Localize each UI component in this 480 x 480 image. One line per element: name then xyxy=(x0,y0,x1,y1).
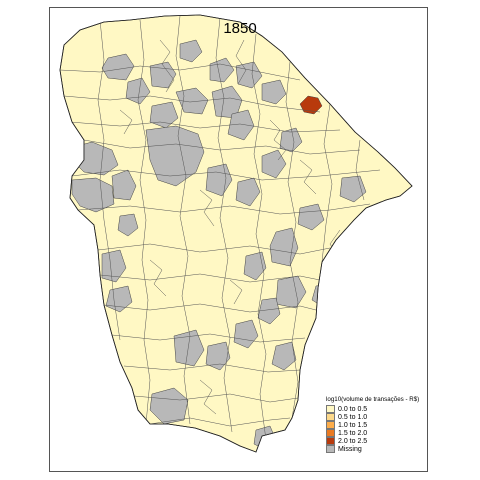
legend-title: log10(volume de transações - R$) xyxy=(326,396,420,403)
municipality-missing xyxy=(297,203,325,231)
municipality-missing xyxy=(205,341,231,371)
legend-item: 1.0 to 1.5 xyxy=(326,421,426,429)
municipality-missing xyxy=(111,169,137,201)
legend-label: 2.0 to 2.5 xyxy=(338,437,368,445)
legend-swatch xyxy=(326,421,335,429)
municipality-missing xyxy=(261,79,287,105)
legend-label: 0.5 to 1.0 xyxy=(338,413,368,421)
municipality-missing xyxy=(271,341,297,371)
municipality-missing xyxy=(145,125,205,187)
municipality-missing xyxy=(235,177,261,207)
municipality-missing xyxy=(243,251,267,281)
municipality-missing xyxy=(211,85,243,119)
municipality-missing xyxy=(179,39,203,63)
municipality-missing xyxy=(149,61,177,89)
municipality-highlight xyxy=(299,95,323,115)
legend-item: 2.0 to 2.5 xyxy=(326,437,426,445)
legend-label: Missing xyxy=(338,445,362,453)
municipality-missing xyxy=(205,163,233,197)
legend-item: 0.0 to 0.5 xyxy=(326,405,426,413)
municipality-missing xyxy=(101,249,127,283)
legend-items: 0.0 to 0.5 0.5 to 1.0 1.0 to 1.5 1.5 to 2.0… xyxy=(326,405,426,453)
municipality-missing xyxy=(227,109,255,141)
municipal-boundaries xyxy=(60,15,381,441)
legend: log10(volume de transações - R$) 0.0 to … xyxy=(326,396,426,453)
legend-label: 1.5 to 2.0 xyxy=(338,429,368,437)
municipality-missing xyxy=(149,387,189,425)
municipality-missing xyxy=(233,319,259,349)
legend-label: 1.0 to 1.5 xyxy=(338,421,368,429)
legend-item: 0.5 to 1.0 xyxy=(326,413,426,421)
legend-label: 0.0 to 0.5 xyxy=(338,405,368,413)
municipality-missing xyxy=(261,149,287,179)
legend-swatch xyxy=(326,445,335,453)
legend-item: Missing xyxy=(326,445,426,453)
municipality-missing xyxy=(105,285,133,313)
municipality-missing xyxy=(101,53,135,81)
municipality-missing xyxy=(117,213,139,237)
municipality-missing xyxy=(173,329,205,367)
legend-swatch xyxy=(326,405,335,413)
map-title: 1850 xyxy=(223,20,257,37)
municipality-missing xyxy=(175,87,209,115)
municipality-missing xyxy=(209,57,235,83)
legend-swatch xyxy=(326,413,335,421)
municipality-missing xyxy=(149,101,179,129)
legend-swatch xyxy=(326,437,335,445)
legend-item: 1.5 to 2.0 xyxy=(326,429,426,437)
municipality-missing xyxy=(125,77,151,105)
state-outline xyxy=(59,14,413,453)
state-border xyxy=(59,14,413,453)
municipality-missing xyxy=(257,297,281,325)
legend-swatch xyxy=(326,429,335,437)
